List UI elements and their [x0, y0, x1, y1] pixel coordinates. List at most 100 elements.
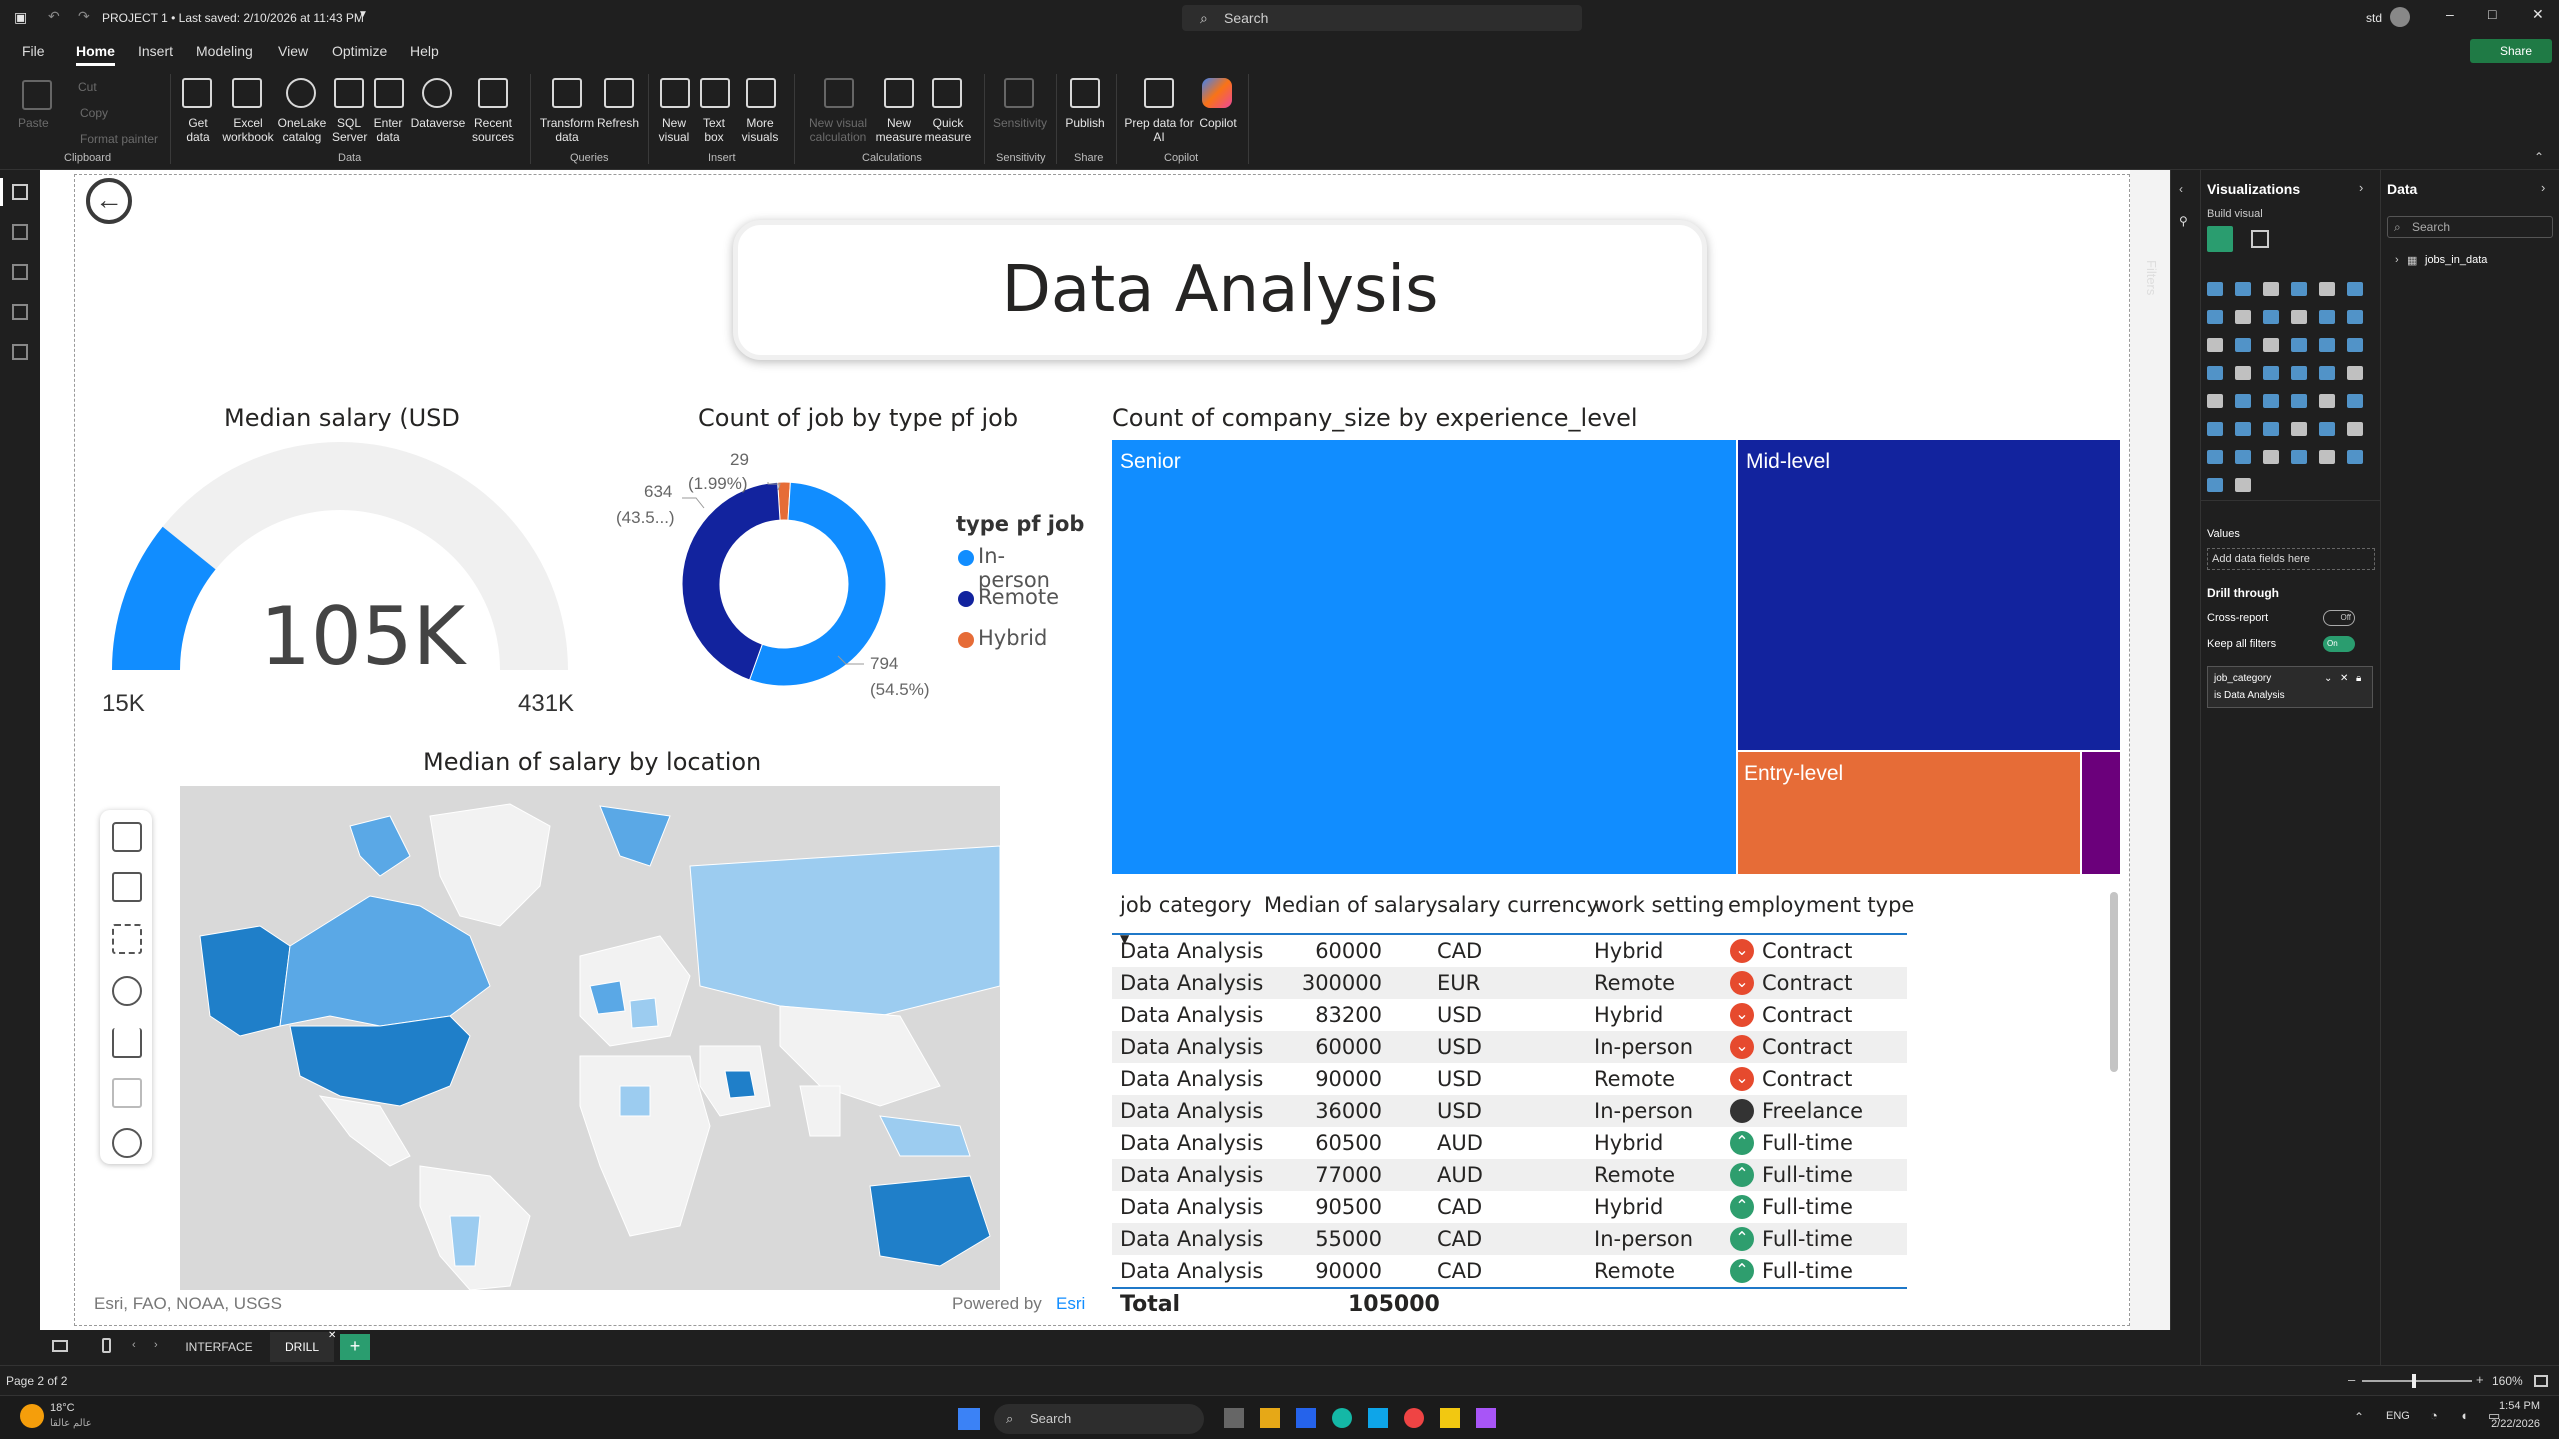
battery-icon[interactable]: ▭	[2488, 1408, 2501, 1423]
dataverse-button[interactable]: Dataverse	[410, 116, 466, 130]
back-button[interactable]: ←	[86, 178, 132, 224]
table-scrollbar[interactable]	[2110, 892, 2118, 1072]
zoom-out-icon[interactable]: –	[2348, 1372, 2356, 1387]
zoom-thumb[interactable]	[2412, 1374, 2416, 1388]
maximize-icon[interactable]: □	[2488, 6, 2497, 22]
search-map-icon[interactable]	[112, 976, 142, 1006]
new-visual-calc-button[interactable]: New visual calculation	[808, 116, 868, 144]
visual-type-icon[interactable]	[2319, 450, 2335, 464]
visual-type-icon[interactable]	[2207, 338, 2223, 352]
filled-map[interactable]	[180, 786, 1000, 1290]
dax-query-icon[interactable]	[12, 304, 28, 320]
desktop-layout-icon[interactable]	[52, 1340, 68, 1352]
visual-type-icon[interactable]	[2291, 450, 2307, 464]
donut-chart[interactable]	[660, 470, 900, 710]
snipping-tool-icon[interactable]	[1476, 1408, 1496, 1428]
new-measure-button[interactable]: New measure	[875, 116, 923, 144]
visual-type-icon[interactable]	[2263, 310, 2279, 324]
visual-type-icon[interactable]	[2291, 338, 2307, 352]
remove-filter-icon[interactable]: ✕	[2340, 673, 2349, 684]
col-work-setting[interactable]: work setting	[1594, 893, 1725, 917]
donut-slice-remote[interactable]	[681, 481, 781, 681]
visual-type-icon[interactable]	[2207, 422, 2223, 436]
file-explorer-icon[interactable]	[1260, 1408, 1280, 1428]
publish-button[interactable]: Publish	[1065, 116, 1105, 130]
details-table[interactable]: job category Median of salary salary cur…	[1112, 880, 1914, 1319]
edge-icon[interactable]	[1332, 1408, 1352, 1428]
zoom-slider[interactable]	[2362, 1380, 2472, 1382]
values-well[interactable]: Add data fields here	[2207, 548, 2375, 570]
lock-icon[interactable]: 🔒︎	[2356, 673, 2362, 684]
table-row[interactable]: Data Analysis 83200 USD Hybrid Contract ⌄	[1112, 999, 1907, 1031]
visual-type-icon[interactable]	[2347, 338, 2363, 352]
add-page-button[interactable]: +	[340, 1334, 370, 1360]
visual-type-icon[interactable]	[2319, 366, 2335, 380]
tmdl-view-icon[interactable]	[12, 344, 28, 360]
menu-home[interactable]: Home	[76, 43, 115, 66]
clock-date[interactable]: 2/22/2026	[2491, 1418, 2540, 1430]
menu-modeling[interactable]: Modeling	[196, 43, 253, 59]
visual-type-icon[interactable]	[2319, 338, 2335, 352]
cross-report-toggle[interactable]: Off	[2323, 610, 2355, 626]
visual-type-icon[interactable]	[2319, 394, 2335, 408]
visual-type-icon[interactable]	[2207, 366, 2223, 380]
copilot-button[interactable]: Copilot	[1199, 116, 1237, 130]
outlook-icon[interactable]	[1368, 1408, 1388, 1428]
menu-optimize[interactable]: Optimize	[332, 43, 388, 59]
more-visuals-button[interactable]: More visuals	[741, 116, 779, 144]
table-row[interactable]: Data Analysis 60000 CAD Hybrid Contract ⌄	[1112, 935, 1907, 967]
table-row[interactable]: Data Analysis 90000 USD Remote Contract ⌄	[1112, 1063, 1907, 1095]
visual-type-icon[interactable]	[2235, 282, 2251, 296]
col-median-salary[interactable]: Median of salary	[1264, 893, 1438, 917]
text-box-button[interactable]: Text box	[702, 116, 725, 144]
enter-data-button[interactable]: Enter data	[373, 116, 403, 144]
excel-workbook-button[interactable]: Excel workbook	[222, 116, 274, 144]
visual-type-icon[interactable]	[2207, 478, 2223, 492]
visual-type-icon[interactable]	[2291, 282, 2307, 296]
visual-type-icon[interactable]	[2319, 422, 2335, 436]
store-icon[interactable]	[1296, 1408, 1316, 1428]
visual-type-icon[interactable]	[2291, 366, 2307, 380]
chevron-down-icon[interactable]: ⌄	[2324, 673, 2333, 684]
visual-type-icon[interactable]	[2263, 282, 2279, 296]
close-icon[interactable]: ✕	[2532, 6, 2544, 22]
visual-type-icon[interactable]	[2235, 394, 2251, 408]
copy-button[interactable]: Copy	[80, 106, 109, 120]
visual-type-icon[interactable]	[2347, 394, 2363, 408]
title-dropdown-icon[interactable]: ▼	[358, 9, 368, 20]
tray-chevron-icon[interactable]: ⌃	[2354, 1410, 2365, 1424]
build-visual-tab[interactable]	[2207, 226, 2233, 252]
visual-type-icon[interactable]	[2347, 366, 2363, 380]
task-view-icon[interactable]	[1224, 1408, 1244, 1428]
tab-drill[interactable]: DRILL	[270, 1332, 334, 1362]
esri-link[interactable]: Esri	[1056, 1294, 1086, 1313]
redo-icon[interactable]: ↷	[78, 8, 90, 24]
menu-help[interactable]: Help	[410, 43, 439, 59]
format-visual-tab[interactable]	[2251, 230, 2269, 248]
transform-data-button[interactable]: Transform data	[539, 116, 595, 144]
treemap-cell-mid-level[interactable]: Mid-level	[1738, 440, 2120, 750]
visual-type-icon[interactable]	[2207, 282, 2223, 296]
menu-file[interactable]: File	[22, 43, 45, 59]
table-row[interactable]: Data Analysis 60000 USD In-person Contract ⌄	[1112, 1031, 1907, 1063]
filters-label[interactable]: Filters	[2144, 260, 2159, 296]
table-row[interactable]: Data Analysis 90000 CAD Remote Full-time ⌃	[1112, 1255, 1907, 1287]
data-search-input[interactable]: ⌕ Search	[2387, 216, 2553, 238]
close-tab-icon[interactable]: ✕	[328, 1330, 337, 1341]
col-employment-type[interactable]: employment type	[1728, 893, 1915, 917]
visual-type-icon[interactable]	[2235, 422, 2251, 436]
visual-type-icon[interactable]	[2263, 394, 2279, 408]
filters-strip[interactable]: ‹ ⚲ Filters	[2144, 170, 2200, 1395]
visual-type-icon[interactable]	[2263, 366, 2279, 380]
avatar[interactable]	[2390, 7, 2410, 27]
visual-type-icon[interactable]	[2235, 450, 2251, 464]
onelake-button[interactable]: OneLake catalog	[277, 116, 327, 144]
sql-server-button[interactable]: SQL Server	[332, 116, 368, 144]
paste-button[interactable]: Paste	[18, 116, 49, 130]
sort-down-icon[interactable]: ▼	[1120, 932, 1130, 946]
prep-data-button[interactable]: Prep data for AI	[1124, 116, 1194, 144]
visual-type-icon[interactable]	[2347, 282, 2363, 296]
table-view-icon[interactable]	[12, 224, 28, 240]
model-view-icon[interactable]	[12, 264, 28, 280]
collapse-data-icon[interactable]: ›	[2541, 180, 2546, 195]
